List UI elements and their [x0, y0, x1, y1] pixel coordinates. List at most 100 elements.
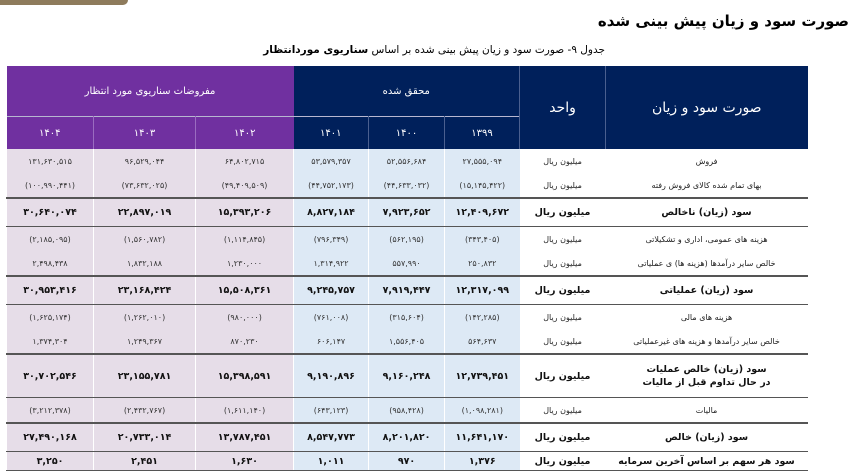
row-label: فروش [605, 149, 808, 173]
cell-1403: ۲۲,۸۹۷,۰۱۹ [93, 197, 196, 227]
cell-1404: (۲,۱۸۵,۰۹۵) [5, 226, 94, 251]
cell-1399: ۲۵۰,۸۳۲ [444, 251, 520, 276]
row-unit: میلیون ریال [519, 451, 606, 471]
table-row: هزینه های عمومی، اداری و تشکیلاتی میلیون… [5, 226, 808, 251]
cell-1402: ۱۵,۳۹۸,۵۹۱ [195, 353, 294, 398]
cell-1400: (۹۵۸,۴۲۸) [368, 397, 445, 423]
row-label: هزینه های مالی [605, 304, 808, 329]
cell-1403: (۲,۴۳۲,۷۶۷) [93, 397, 196, 423]
cell-1400: ۵۲,۵۵۶,۶۸۴ [368, 149, 445, 173]
cell-1403: ۹۶,۵۲۹,۰۴۴ [93, 149, 196, 173]
row-unit: میلیون ریال [519, 251, 606, 276]
row-label: بهای تمام شده کالای فروش رفته [605, 173, 808, 198]
cell-1404: ۳۰,۹۵۳,۴۱۶ [5, 275, 94, 305]
cell-1400: (۵۶۲,۱۹۵) [368, 226, 445, 251]
row-label: خالص سایر درآمدها و هزینه های غیرعملیاتی [605, 329, 808, 354]
cell-1403: ۱,۲۴۹,۳۶۷ [93, 329, 196, 354]
cell-1401: ۵۳,۵۷۹,۳۵۷ [293, 149, 369, 173]
header-actual-group: محقق شده [293, 66, 520, 117]
cell-1404: ۳۰,۶۴۰,۰۷۴ [5, 197, 94, 227]
cell-1402: ۸۷۰,۲۳۰ [195, 329, 294, 354]
cell-1400: ۵۵۷,۹۹۰ [368, 251, 445, 276]
cell-1399: ۱۲,۴۰۹,۶۷۲ [444, 197, 520, 227]
row-label-line1: سود (زیان) خالص عملیات [646, 364, 767, 375]
cell-1401: (۴۴,۷۵۲,۱۷۳) [293, 173, 369, 198]
row-unit: میلیون ریال [519, 304, 606, 329]
cell-1400: ۷,۹۱۹,۴۴۷ [368, 275, 445, 305]
table-row-total: سود هر سهم بر اساس آخرین سرمایه میلیون ر… [5, 451, 808, 471]
cell-1400: ۱,۵۵۶,۴۰۵ [368, 329, 445, 354]
header-title: صورت سود و زیان [605, 66, 808, 149]
header-year-1402: ۱۴۰۲ [195, 116, 294, 149]
table-row: خالص سایر درآمدها (هزینه ها) ی عملیاتی م… [5, 251, 808, 276]
income-statement-table: صورت سود و زیان واحد محقق شده مفروضات سن… [5, 66, 808, 471]
cell-1401: ۹,۱۹۰,۸۹۶ [293, 353, 369, 398]
table-row-total: سود (زیان) عملیاتی میلیون ریال ۱۲,۳۱۷,۰۹… [5, 275, 808, 305]
cell-1400: ۷,۹۲۳,۶۵۲ [368, 197, 445, 227]
header-year-1403: ۱۴۰۳ [93, 116, 196, 149]
row-label: سود (زیان) ناخالص [605, 197, 808, 227]
cell-1402: (۱,۱۱۴,۸۴۵) [195, 226, 294, 251]
caption-bold: سناریوی موردانتظار [263, 44, 369, 56]
cell-1402: (۴۹,۴۰۹,۵۰۹) [195, 173, 294, 198]
row-label: هزینه های عمومی، اداری و تشکیلاتی [605, 226, 808, 251]
cell-1404: ۱,۳۷۴,۳۰۴ [5, 329, 94, 354]
header-year-1399: ۱۳۹۹ [444, 116, 520, 149]
cell-1402: ۶۴,۸۰۲,۷۱۵ [195, 149, 294, 173]
cell-1401: ۱,۰۱۱ [293, 451, 369, 471]
table-row-total: سود (زیان) خالص عملیات در حال تداوم قبل … [5, 353, 808, 398]
cell-1401: ۸,۸۲۷,۱۸۴ [293, 197, 369, 227]
row-unit: میلیون ریال [519, 397, 606, 423]
cell-1403: (۱,۵۶۰,۷۸۲) [93, 226, 196, 251]
cell-1399: ۱,۳۷۶ [444, 451, 520, 471]
row-unit: میلیون ریال [519, 275, 606, 305]
row-label: خالص سایر درآمدها (هزینه ها) ی عملیاتی [605, 251, 808, 276]
header-year-1401: ۱۴۰۱ [293, 116, 369, 149]
cell-1401: ۶۰۶,۱۴۷ [293, 329, 369, 354]
page-heading: صورت سود و زیان پیش بینی شده [597, 12, 849, 30]
caption-prefix: جدول ۹- صورت سود و زیان پیش بینی شده بر … [368, 44, 605, 56]
cell-1399: (۳۴۳,۴۰۵) [444, 226, 520, 251]
row-label: سود هر سهم بر اساس آخرین سرمایه [605, 451, 808, 471]
table-row: هزینه های مالی میلیون ریال (۱۴۲,۲۸۵) (۳۱… [5, 304, 808, 329]
row-unit: میلیون ریال [519, 353, 606, 398]
cell-1401: ۱,۳۱۴,۹۲۲ [293, 251, 369, 276]
cell-1402: (۱,۶۱۱,۱۴۰) [195, 397, 294, 423]
cell-1404: ۱۳۱,۶۳۰,۵۱۵ [5, 149, 94, 173]
table-caption: جدول ۹- صورت سود و زیان پیش بینی شده بر … [263, 44, 605, 56]
row-label: سود (زیان) خالص [605, 422, 808, 452]
cell-1402: ۱,۲۳۰,۰۰۰ [195, 251, 294, 276]
row-label: مالیات [605, 397, 808, 423]
cell-1399: ۱۲,۷۳۹,۴۵۱ [444, 353, 520, 398]
cell-1403: (۱,۲۶۲,۰۱۰) [93, 304, 196, 329]
row-unit: میلیون ریال [519, 329, 606, 354]
cell-1403: ۲,۴۵۱ [93, 451, 196, 471]
cell-1403: (۷۳,۶۳۲,۰۲۵) [93, 173, 196, 198]
table-row: خالص سایر درآمدها و هزینه های غیرعملیاتی… [5, 329, 808, 354]
row-unit: میلیون ریال [519, 226, 606, 251]
table-row: بهای تمام شده کالای فروش رفته میلیون ریا… [5, 173, 808, 198]
cell-1400: ۹,۱۶۰,۲۴۸ [368, 353, 445, 398]
cell-1399: ۵۶۴,۶۳۷ [444, 329, 520, 354]
cell-1399: ۲۷,۵۵۵,۰۹۴ [444, 149, 520, 173]
cell-1400: (۳۱۵,۶۰۴) [368, 304, 445, 329]
cell-1399: (۱۵,۱۴۵,۴۲۲) [444, 173, 520, 198]
row-unit: میلیون ریال [519, 173, 606, 198]
table-row-total: سود (زیان) خالص میلیون ریال ۱۱,۶۴۱,۱۷۰ ۸… [5, 422, 808, 452]
table-row-total: سود (زیان) ناخالص میلیون ریال ۱۲,۴۰۹,۶۷۲… [5, 197, 808, 227]
cell-1400: ۸,۲۰۱,۸۲۰ [368, 422, 445, 452]
cell-1401: (۷۹۶,۳۴۹) [293, 226, 369, 251]
row-unit: میلیون ریال [519, 422, 606, 452]
header-year-1400: ۱۴۰۰ [368, 116, 445, 149]
cell-1399: (۱,۰۹۸,۲۸۱) [444, 397, 520, 423]
cell-1404: ۲,۴۹۸,۴۳۸ [5, 251, 94, 276]
table-row: مالیات میلیون ریال (۱,۰۹۸,۲۸۱) (۹۵۸,۴۲۸)… [5, 397, 808, 423]
row-label: سود (زیان) خالص عملیات در حال تداوم قبل … [605, 353, 808, 398]
row-label: سود (زیان) عملیاتی [605, 275, 808, 305]
cell-1404: ۳,۲۵۰ [5, 451, 94, 471]
cell-1401: (۶۴۳,۱۲۳) [293, 397, 369, 423]
row-unit: میلیون ریال [519, 197, 606, 227]
cell-1402: (۹۸۰,۰۰۰) [195, 304, 294, 329]
cell-1401: (۷۶۱,۰۰۸) [293, 304, 369, 329]
cell-1403: ۲۳,۱۵۵,۷۸۱ [93, 353, 196, 398]
